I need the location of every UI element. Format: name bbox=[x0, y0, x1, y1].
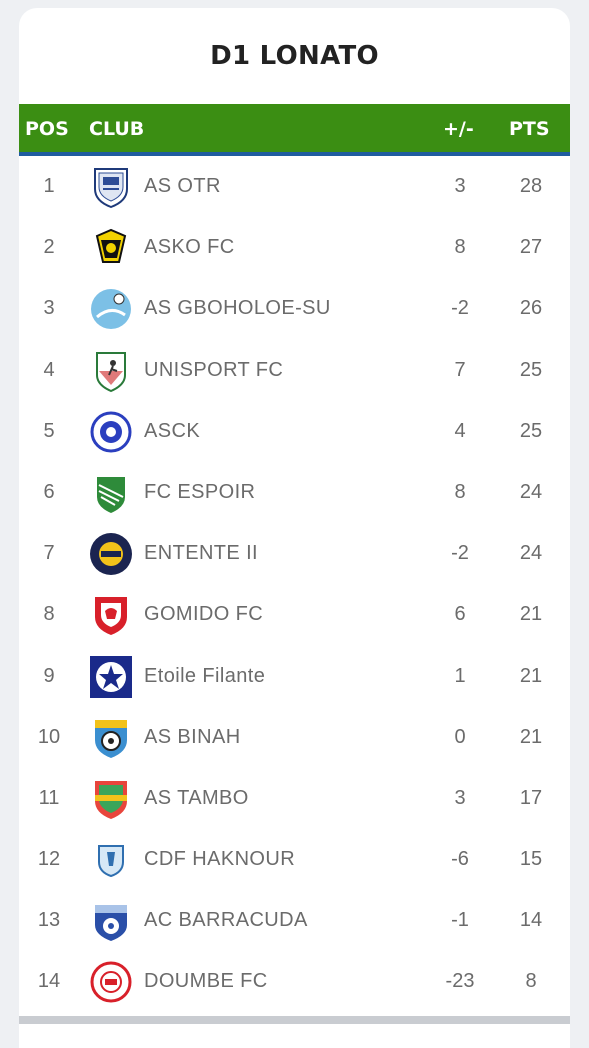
row-position: 10 bbox=[37, 725, 61, 748]
club-name: AS TAMBO bbox=[144, 786, 249, 809]
etoile-filante-crest-icon bbox=[90, 655, 132, 698]
header-club: CLUB bbox=[89, 118, 145, 140]
table-row[interactable]: 7 ENTENTE II -2 24 bbox=[19, 523, 570, 584]
goal-difference: -2 bbox=[451, 297, 469, 320]
table-row[interactable]: 5 ASCK 4 25 bbox=[19, 401, 570, 462]
club-name: AS GBOHOLOE-SU bbox=[144, 297, 331, 320]
club-name: ASKO FC bbox=[144, 236, 235, 259]
points: 25 bbox=[519, 358, 543, 381]
row-position: 1 bbox=[43, 175, 55, 197]
club-name: Etoile Filante bbox=[144, 664, 266, 687]
bottom-divider bbox=[19, 1016, 570, 1024]
table-row[interactable]: 2 ASKO FC 8 27 bbox=[19, 217, 570, 278]
entente-ii-crest-icon bbox=[90, 533, 132, 576]
club-name: ENTENTE II bbox=[144, 542, 259, 565]
row-position: 9 bbox=[43, 664, 55, 687]
fc-espoir-crest-icon bbox=[97, 476, 125, 513]
goal-difference: 3 bbox=[454, 786, 466, 809]
points: 26 bbox=[519, 297, 543, 320]
table-row[interactable]: 14 DOUMBE FC -23 8 bbox=[19, 951, 570, 1012]
unisport-fc-crest-icon bbox=[96, 351, 126, 392]
points: 14 bbox=[519, 909, 543, 932]
row-position: 14 bbox=[37, 970, 61, 993]
goal-difference: 7 bbox=[454, 358, 466, 381]
club-name: CDF HAKNOUR bbox=[144, 848, 296, 871]
points: 24 bbox=[519, 542, 543, 565]
standings-rows: 1 AS OTR 3 28 2 ASKO FC 8 27 3 bbox=[19, 156, 570, 1013]
row-position: 13 bbox=[37, 909, 61, 932]
goal-difference: 6 bbox=[454, 603, 466, 626]
club-name: AC BARRACUDA bbox=[144, 909, 308, 932]
goal-difference: -1 bbox=[451, 909, 469, 932]
points: 24 bbox=[519, 480, 543, 503]
table-row[interactable]: 6 FC ESPOIR 8 24 bbox=[19, 462, 570, 523]
points: 28 bbox=[519, 175, 543, 197]
goal-difference: -2 bbox=[451, 542, 469, 565]
as-binah-crest-icon bbox=[95, 719, 127, 758]
header-points: PTS bbox=[509, 118, 550, 140]
header-goal-difference: +/- bbox=[443, 118, 474, 140]
points: 15 bbox=[519, 848, 543, 871]
club-name: GOMIDO FC bbox=[144, 603, 264, 626]
goal-difference: 8 bbox=[454, 236, 466, 259]
goal-difference: -23 bbox=[445, 970, 475, 993]
row-position: 6 bbox=[43, 480, 55, 503]
gomido-fc-crest-icon bbox=[95, 597, 127, 636]
goal-difference: 0 bbox=[454, 725, 466, 748]
league-title: D1 LONATO bbox=[210, 41, 379, 71]
club-name: UNISPORT FC bbox=[144, 358, 284, 381]
standings-card: D1 LONATO POS CLUB +/- PTS 1 AS OTR 3 28… bbox=[19, 8, 570, 1048]
row-position: 12 bbox=[37, 848, 61, 871]
table-row[interactable]: 8 GOMIDO FC 6 21 bbox=[19, 584, 570, 645]
row-position: 7 bbox=[43, 542, 55, 565]
table-row[interactable]: 3 AS GBOHOLOE-SU -2 26 bbox=[19, 278, 570, 339]
club-name: ASCK bbox=[144, 419, 201, 442]
points: 8 bbox=[525, 970, 537, 993]
goal-difference: 4 bbox=[454, 419, 466, 442]
row-position: 4 bbox=[43, 358, 55, 381]
points: 27 bbox=[519, 236, 543, 259]
points: 21 bbox=[519, 725, 543, 748]
as-otr-crest-icon bbox=[94, 168, 128, 209]
as-gboholoe-su-crest-icon bbox=[91, 289, 131, 330]
goal-difference: 1 bbox=[454, 664, 466, 687]
ac-barracuda-crest-icon bbox=[95, 905, 127, 942]
cdf-haknour-crest-icon bbox=[98, 845, 124, 878]
table-row[interactable]: 12 CDF HAKNOUR -6 15 bbox=[19, 829, 570, 890]
table-row[interactable]: 1 AS OTR 3 28 bbox=[19, 156, 570, 217]
points: 25 bbox=[519, 419, 543, 442]
asko-fc-crest-icon bbox=[95, 229, 127, 264]
row-position: 3 bbox=[43, 297, 55, 320]
club-name: FC ESPOIR bbox=[144, 480, 256, 503]
row-position: 8 bbox=[43, 603, 55, 626]
row-position: 11 bbox=[38, 786, 60, 809]
goal-difference: 3 bbox=[454, 175, 466, 197]
table-row[interactable]: 9 Etoile Filante 1 21 bbox=[19, 646, 570, 707]
goal-difference: 8 bbox=[454, 480, 466, 503]
points: 21 bbox=[519, 603, 543, 626]
row-position: 5 bbox=[43, 419, 55, 442]
as-tambo-crest-icon bbox=[95, 780, 127, 819]
goal-difference: -6 bbox=[451, 848, 469, 871]
table-row[interactable]: 4 UNISPORT FC 7 25 bbox=[19, 340, 570, 401]
table-row[interactable]: 11 AS TAMBO 3 17 bbox=[19, 768, 570, 829]
table-header: POS CLUB +/- PTS bbox=[19, 104, 570, 156]
asck-crest-icon bbox=[90, 411, 132, 453]
row-position: 2 bbox=[43, 236, 55, 259]
club-name: AS OTR bbox=[144, 175, 221, 197]
club-name: DOUMBE FC bbox=[144, 970, 268, 993]
points: 21 bbox=[519, 664, 543, 687]
club-name: AS BINAH bbox=[144, 725, 241, 748]
points: 17 bbox=[519, 786, 543, 809]
table-row[interactable]: 13 AC BARRACUDA -1 14 bbox=[19, 890, 570, 951]
doumbe-fc-crest-icon bbox=[90, 961, 132, 1003]
header-pos: POS bbox=[25, 118, 69, 140]
table-row[interactable]: 10 AS BINAH 0 21 bbox=[19, 707, 570, 768]
